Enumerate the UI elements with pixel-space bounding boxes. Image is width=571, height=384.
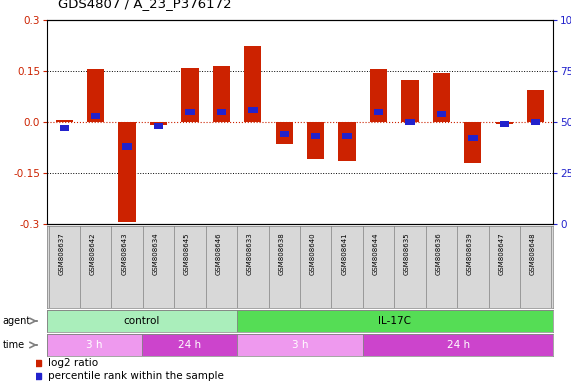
Bar [339, 122, 356, 161]
Text: log2 ratio: log2 ratio [48, 358, 98, 367]
Bar [500, 121, 509, 127]
Text: GSM808642: GSM808642 [90, 233, 96, 275]
Bar [276, 122, 293, 144]
Text: control: control [124, 316, 160, 326]
Bar [311, 133, 320, 139]
Bar [280, 131, 289, 137]
Bar [150, 122, 167, 126]
Bar [248, 107, 258, 113]
Bar [307, 122, 324, 159]
Bar [182, 68, 199, 122]
Text: time: time [2, 340, 25, 350]
Text: agent: agent [2, 316, 31, 326]
Text: GSM808647: GSM808647 [498, 233, 504, 275]
Bar [405, 119, 415, 125]
Text: GSM808633: GSM808633 [247, 233, 253, 275]
Text: GDS4807 / A_23_P376172: GDS4807 / A_23_P376172 [58, 0, 232, 10]
Bar [496, 122, 513, 124]
Text: IL-17C: IL-17C [379, 316, 411, 326]
Bar [122, 143, 132, 149]
Bar [437, 111, 446, 117]
Text: GSM808645: GSM808645 [184, 233, 190, 275]
Bar [468, 135, 477, 141]
Bar [217, 109, 226, 115]
Bar [91, 113, 100, 119]
Text: GSM808644: GSM808644 [372, 233, 379, 275]
Text: percentile rank within the sample: percentile rank within the sample [48, 371, 224, 381]
Bar [464, 122, 481, 163]
Bar [363, 334, 553, 356]
Text: GSM808639: GSM808639 [467, 233, 473, 275]
Bar [59, 125, 69, 131]
Text: 24 h: 24 h [447, 340, 470, 350]
Text: GSM808643: GSM808643 [121, 233, 127, 275]
Text: GSM808640: GSM808640 [309, 233, 316, 275]
Bar [244, 45, 262, 122]
Bar [87, 69, 104, 122]
Bar [185, 109, 195, 115]
Text: GSM808636: GSM808636 [436, 233, 441, 275]
Text: GSM808646: GSM808646 [215, 233, 222, 275]
Bar [213, 66, 230, 122]
Bar [154, 123, 163, 129]
Text: 3 h: 3 h [292, 340, 308, 350]
Text: 24 h: 24 h [178, 340, 201, 350]
Bar [401, 79, 419, 122]
Bar [55, 120, 73, 122]
Bar [433, 73, 450, 122]
Bar [374, 109, 383, 115]
Bar [343, 133, 352, 139]
Text: GSM808641: GSM808641 [341, 233, 347, 275]
Bar [237, 334, 363, 356]
Text: GSM808635: GSM808635 [404, 233, 410, 275]
Bar [47, 334, 142, 356]
Text: GSM808638: GSM808638 [278, 233, 284, 275]
Text: GSM808634: GSM808634 [152, 233, 159, 275]
Bar [237, 310, 553, 332]
Bar [142, 334, 237, 356]
Text: 3 h: 3 h [86, 340, 103, 350]
Bar [370, 69, 387, 122]
Text: GSM808648: GSM808648 [530, 233, 536, 275]
Bar [47, 310, 237, 332]
Bar [119, 122, 136, 222]
Bar [527, 90, 544, 122]
Bar [531, 119, 540, 125]
Text: GSM808637: GSM808637 [58, 233, 65, 275]
